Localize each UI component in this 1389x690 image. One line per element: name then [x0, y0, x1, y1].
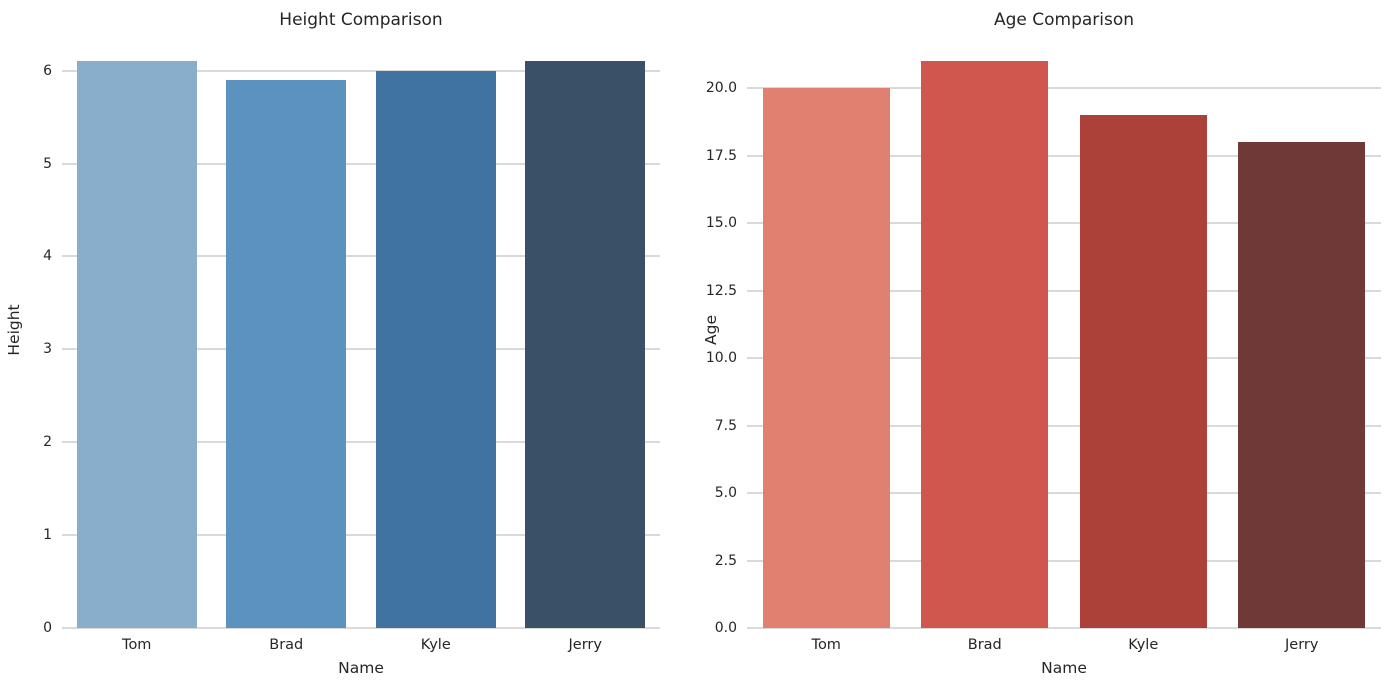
bars-layer	[62, 33, 660, 628]
plot-area: 0 1 2 3 4 5 6 Tom Brad Kyle Jerry Name	[43, 33, 660, 677]
y-tick-label: 5.0	[714, 485, 737, 502]
bar-brad	[921, 61, 1049, 628]
gridline	[62, 441, 660, 444]
bars-layer	[747, 33, 1381, 628]
bar-tom	[762, 88, 890, 628]
y-tick-label: 0	[43, 620, 52, 636]
height-chart-panel: Height Comparison Height 0 1 2 3 4 5 6 Tom Brad…	[0, 0, 694, 690]
bar-kyle	[1079, 115, 1207, 628]
bar-kyle	[375, 70, 496, 628]
y-tick-label: 2.5	[714, 552, 737, 569]
y-tick-label: 7.5	[714, 417, 737, 434]
gridline	[747, 627, 1381, 629]
y-tick-label: 20.0	[705, 80, 737, 97]
gridline	[62, 534, 660, 537]
bar-jerry	[1238, 142, 1366, 628]
y-axis-label: Age	[702, 315, 720, 345]
x-tick-label: Tom	[811, 637, 841, 653]
x-tick-label: Brad	[967, 637, 1002, 653]
gridline	[747, 87, 1381, 90]
x-tick-labels: Tom Brad Kyle Jerry	[62, 637, 660, 653]
gridline	[62, 255, 660, 258]
y-tick-label: 10.0	[705, 350, 737, 367]
chart-title: Height Comparison	[279, 10, 443, 30]
y-tick-label: 4	[43, 248, 52, 265]
y-axis-label: Height	[5, 304, 23, 356]
y-tick-label: 1	[43, 527, 52, 544]
x-tick-label: Kyle	[420, 637, 451, 653]
x-tick-label: Jerry	[1285, 637, 1319, 653]
gridline	[62, 69, 660, 72]
y-tick-label: 0.0	[714, 620, 737, 636]
y-tick-label: 15.0	[705, 215, 737, 232]
y-tick-label: 17.5	[705, 147, 737, 164]
gridline	[62, 348, 660, 351]
x-tick-label: Jerry	[568, 637, 602, 653]
y-tick-label: 3	[43, 341, 52, 358]
grid-layer: 0.0 2.5 5.0 7.5 10.0 12.5 15.0 17.5 20.0	[706, 33, 1381, 636]
y-tick-label: 5	[43, 155, 52, 172]
gridline	[747, 357, 1381, 360]
y-tick-label: 6	[43, 62, 52, 79]
x-tick-label: Brad	[269, 637, 304, 653]
plot-area: 0.0 2.5 5.0 7.5 10.0 12.5 15.0 17.5 20.0 Tom Brad…	[706, 33, 1381, 677]
y-tick-label: 2	[43, 434, 52, 451]
gridline	[747, 154, 1381, 157]
y-tick-label: 12.5	[705, 282, 737, 299]
bar-brad	[226, 79, 347, 628]
x-axis-label: Name	[338, 659, 384, 677]
gridline	[747, 222, 1381, 225]
chart-title: Age Comparison	[993, 10, 1135, 30]
gridline	[747, 424, 1381, 427]
x-axis-label: Name	[1041, 659, 1087, 677]
x-tick-label: Tom	[122, 637, 152, 653]
gridline	[62, 627, 660, 629]
bar-tom	[76, 61, 197, 628]
bar-jerry	[525, 61, 646, 628]
age-chart-panel: Age Comparison Age 0.0 2.5 5.0 7.5 10.0 12.5 1…	[694, 0, 1389, 690]
grid-layer: 0 1 2 3 4 5 6	[43, 33, 660, 636]
gridline	[747, 289, 1381, 292]
gridline	[747, 492, 1381, 495]
x-tick-label: Kyle	[1128, 637, 1159, 653]
gridline	[62, 162, 660, 165]
gridline	[747, 559, 1381, 562]
x-tick-labels: Tom Brad Kyle Jerry	[747, 637, 1381, 653]
